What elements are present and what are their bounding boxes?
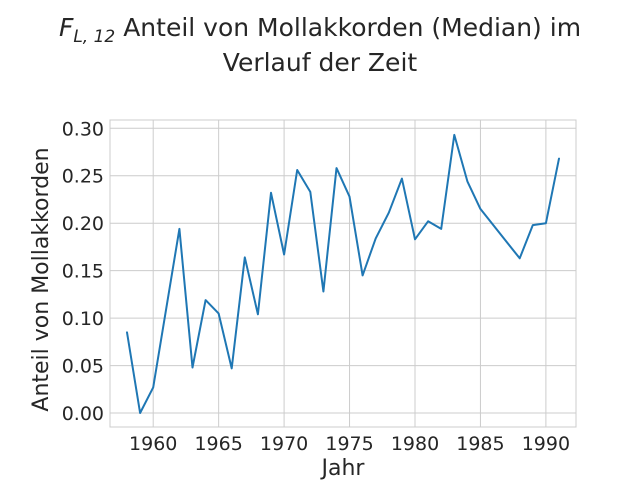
- data-point: [321, 290, 325, 294]
- data-point: [177, 227, 181, 231]
- data-point: [387, 211, 391, 215]
- data-point: [190, 365, 194, 369]
- x-tick-label: 1960: [129, 433, 177, 455]
- y-tick-label: 0.00: [62, 403, 104, 425]
- y-tick-label: 0.05: [62, 356, 104, 378]
- y-tick-label: 0.20: [62, 213, 104, 235]
- x-tick-label: 1985: [456, 433, 504, 455]
- y-axis-label: Anteil von Mollakkorden: [29, 147, 54, 411]
- chart-title-line-2: Verlauf der Zeit: [222, 48, 418, 77]
- x-tick-label: 1965: [194, 433, 242, 455]
- data-point: [151, 385, 155, 389]
- data-point: [452, 133, 456, 137]
- x-tick-label: 1975: [325, 433, 373, 455]
- data-point: [230, 366, 234, 370]
- data-point: [426, 219, 430, 223]
- grid-layer: [110, 120, 576, 427]
- data-point: [256, 312, 260, 316]
- y-tick-label: 0.15: [62, 261, 104, 283]
- data-point: [361, 273, 365, 277]
- data-point: [138, 411, 142, 415]
- series-layer: [125, 133, 561, 415]
- data-point: [518, 256, 522, 260]
- data-point: [348, 195, 352, 199]
- data-point: [269, 191, 273, 195]
- data-point: [308, 190, 312, 194]
- data-point: [465, 179, 469, 183]
- x-axis-label: Jahr: [320, 456, 366, 480]
- title-subscript: L, 12: [73, 27, 116, 47]
- data-point: [204, 298, 208, 302]
- data-point: [243, 255, 247, 259]
- y-tick-label: 0.30: [62, 118, 104, 140]
- chart-title: FL, 12 Anteil von Mollakkorden (Median) …: [0, 12, 640, 78]
- data-point: [544, 221, 548, 225]
- chart-title-line-1: FL, 12 Anteil von Mollakkorden (Median) …: [0, 12, 640, 47]
- data-point: [557, 157, 561, 161]
- y-tick-label: 0.25: [62, 166, 104, 188]
- data-point: [295, 168, 299, 172]
- tick-labels: 1960 1965 1970 1975 1980 1985 1990 0.00 0.05 0.10…: [62, 118, 570, 455]
- title-symbol: F: [58, 13, 74, 42]
- x-tick-label: 1990: [522, 433, 570, 455]
- plot-frame: [109, 119, 577, 428]
- data-point: [413, 237, 417, 241]
- data-point: [439, 227, 443, 231]
- data-point: [531, 223, 535, 227]
- title-text-line-1: Anteil von Mollakkorden (Median) im: [123, 13, 582, 42]
- series-line: [126, 133, 560, 414]
- data-point: [374, 236, 378, 240]
- data-point: [282, 253, 286, 257]
- data-point: [334, 166, 338, 170]
- data-point: [478, 207, 482, 211]
- data-point: [125, 330, 129, 334]
- x-tick-label: 1980: [391, 433, 439, 455]
- data-point: [217, 311, 221, 315]
- x-tick-label: 1970: [260, 433, 308, 455]
- y-tick-label: 0.10: [62, 308, 104, 330]
- data-point: [400, 177, 404, 181]
